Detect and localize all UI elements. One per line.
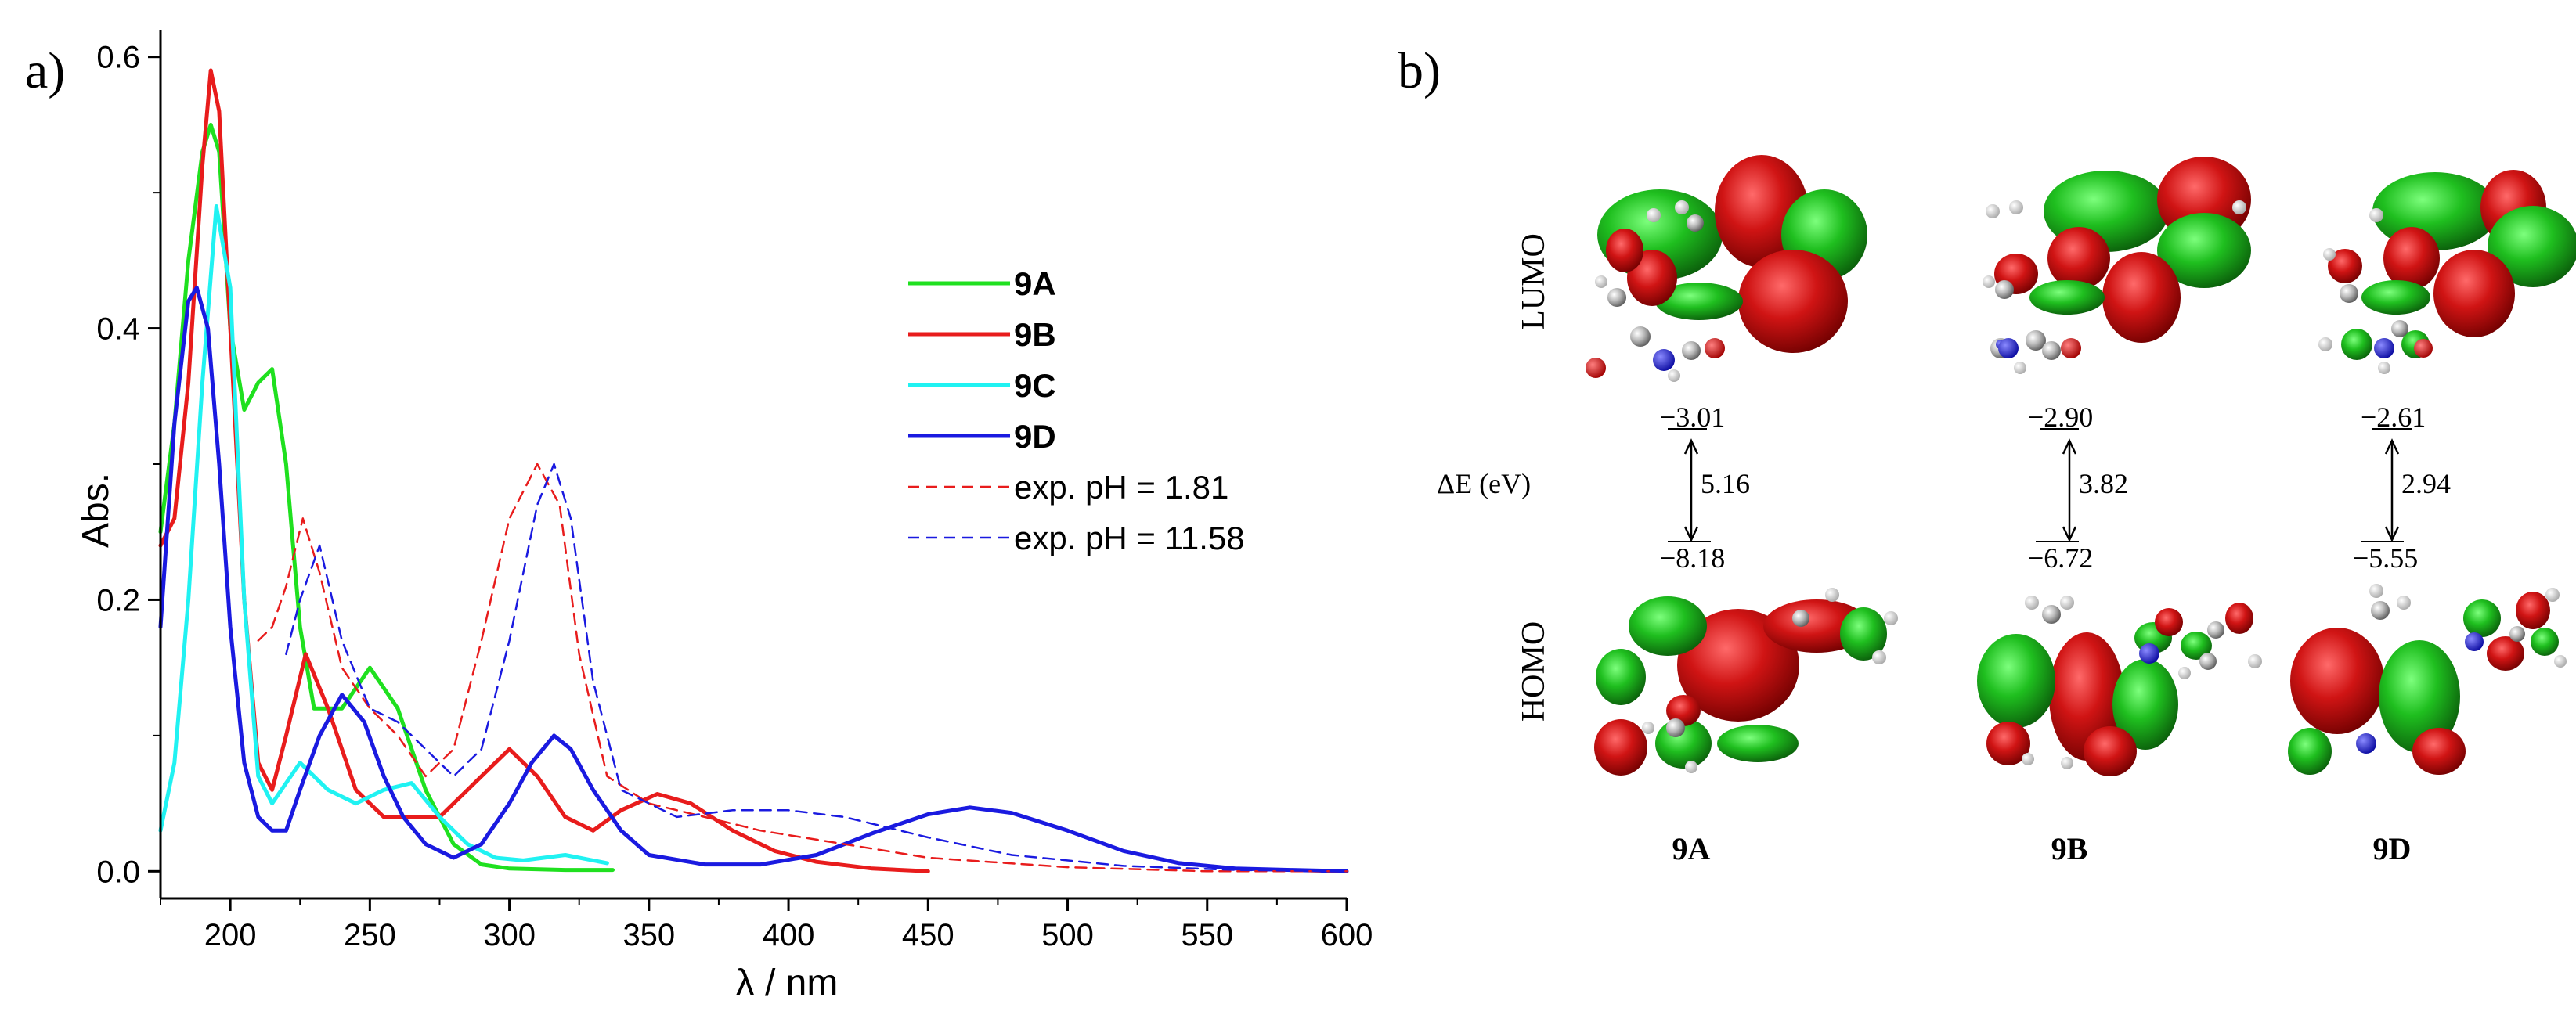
x-tick-label: 200 [204,918,257,952]
legend-label: 9A [1014,265,1056,302]
panel-a-label: a) [25,42,65,99]
x-axis-label: λ / nm [736,963,839,1004]
column-9a: −3.01 5.16 −8.18 9A [1586,155,1898,866]
x-tick-label: 250 [344,918,396,952]
column-label-9b: 9B [2051,831,2088,866]
y-axis-label: Abs. [75,473,117,548]
column-9d: −2.61 2.94 −5.55 9D [2288,170,2576,866]
homo-row-label: HOMO [1516,621,1552,722]
lumo-energy-9d: −2.61 [2361,401,2426,433]
lumo-energy-9b: −2.90 [2028,401,2093,433]
legend-label: 9B [1014,316,1056,353]
gap-arrow-heads-9b [2062,438,2077,542]
x-tick-label: 300 [483,918,536,952]
homo-energy-9a: −8.18 [1660,542,1725,574]
series-line-9c [158,204,609,866]
homo-orbital-9a [1594,588,1898,776]
x-tick-label: 600 [1321,918,1373,952]
x-tick-label: 500 [1041,918,1094,952]
column-label-9d: 9D [2373,831,2412,866]
gap-arrow-heads-9a [1683,438,1699,542]
series-line-exp-ph-1-81 [257,463,1348,873]
spectrum-plot: 200 250 300 350 400 450 500 550 600 0.0 0.2 0.4 0.6 [96,30,1373,952]
y-tick-label: 0.0 [96,855,140,889]
lumo-row-label: LUMO [1516,233,1552,330]
lumo-orbital-9b [1983,157,2251,374]
legend-label: exp. pH = 1.81 [1014,469,1228,506]
gap-value-9b: 3.82 [2079,468,2128,499]
series-line-9a [158,122,615,873]
legend-label: 9D [1014,418,1056,455]
lumo-energy-9a: −3.01 [1660,401,1725,433]
series-layer [158,68,1349,873]
legend-label: 9C [1014,367,1056,404]
gap-value-9d: 2.94 [2401,468,2451,499]
gap-label: ΔE (eV) [1437,468,1531,499]
legend-label: exp. pH = 11.58 [1014,520,1245,556]
gap-value-9a: 5.16 [1701,468,1750,499]
axes-layer [159,30,1347,900]
ticks-layer: 200 250 300 350 400 450 500 550 600 0.0 0.2 0.4 0.6 [96,41,1373,952]
homo-orbital-9d [2288,584,2567,775]
series-line-exp-ph-11-58 [285,463,1348,873]
lumo-orbital-9a [1586,155,1867,382]
x-tick-label: 550 [1181,918,1233,952]
homo-energy-9d: −5.55 [2353,542,2418,574]
series-line-9d [158,286,1349,873]
y-tick-label: 0.6 [96,41,140,75]
lumo-orbital-9d [2318,170,2576,374]
column-label-9a: 9A [1672,831,1711,866]
homo-energy-9b: −6.72 [2028,542,2093,574]
x-tick-label: 400 [763,918,815,952]
x-tick-label: 350 [622,918,675,952]
y-tick-label: 0.4 [96,312,140,347]
series-line-9b [158,68,930,873]
homo-orbital-9b [1977,596,2262,776]
panel-b-label: b) [1398,42,1441,99]
column-9b: −2.90 3.82 −6.72 9B [1977,157,2262,866]
y-tick-label: 0.2 [96,583,140,617]
x-tick-label: 450 [902,918,954,952]
gap-arrow-heads-9d [2384,438,2400,542]
legend: 9A 9B 9C 9D exp. pH = 1.81 exp. pH = 11.58 [908,265,1245,556]
